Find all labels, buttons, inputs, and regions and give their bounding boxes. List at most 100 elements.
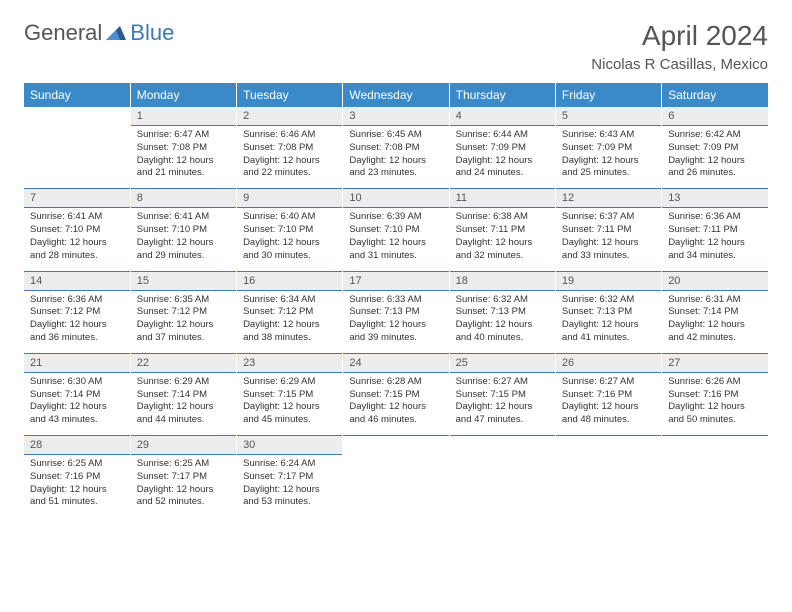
cell-text bbox=[24, 125, 130, 185]
day-number: 22 bbox=[131, 354, 236, 373]
cell-text: Sunrise: 6:38 AMSunset: 7:11 PMDaylight:… bbox=[450, 208, 555, 270]
calendar-cell: 26Sunrise: 6:27 AMSunset: 7:16 PMDayligh… bbox=[555, 353, 661, 435]
day-header: Thursday bbox=[449, 83, 555, 107]
title-block: April 2024 Nicolas R Casillas, Mexico bbox=[591, 20, 768, 73]
day-number: 21 bbox=[24, 354, 130, 373]
day-header-row: Sunday Monday Tuesday Wednesday Thursday… bbox=[24, 83, 768, 107]
calendar-week-row: 7Sunrise: 6:41 AMSunset: 7:10 PMDaylight… bbox=[24, 189, 768, 271]
day-header: Monday bbox=[130, 83, 236, 107]
cell-text: Sunrise: 6:39 AMSunset: 7:10 PMDaylight:… bbox=[343, 208, 448, 270]
month-title: April 2024 bbox=[591, 20, 768, 52]
day-number: 19 bbox=[556, 272, 661, 291]
calendar-cell bbox=[24, 107, 130, 189]
day-number: 6 bbox=[662, 107, 768, 126]
day-number: 25 bbox=[450, 354, 555, 373]
day-number: 11 bbox=[450, 189, 555, 208]
cell-text: Sunrise: 6:29 AMSunset: 7:15 PMDaylight:… bbox=[237, 373, 342, 435]
calendar-cell: 3Sunrise: 6:45 AMSunset: 7:08 PMDaylight… bbox=[343, 107, 449, 189]
calendar-cell: 1Sunrise: 6:47 AMSunset: 7:08 PMDaylight… bbox=[130, 107, 236, 189]
day-number bbox=[556, 436, 661, 454]
day-number: 14 bbox=[24, 272, 130, 291]
cell-text: Sunrise: 6:47 AMSunset: 7:08 PMDaylight:… bbox=[131, 126, 236, 188]
logo-text-general: General bbox=[24, 20, 102, 46]
calendar-cell: 28Sunrise: 6:25 AMSunset: 7:16 PMDayligh… bbox=[24, 436, 130, 518]
calendar-cell: 11Sunrise: 6:38 AMSunset: 7:11 PMDayligh… bbox=[449, 189, 555, 271]
calendar-week-row: 28Sunrise: 6:25 AMSunset: 7:16 PMDayligh… bbox=[24, 436, 768, 518]
day-number: 7 bbox=[24, 189, 130, 208]
calendar-cell: 5Sunrise: 6:43 AMSunset: 7:09 PMDaylight… bbox=[555, 107, 661, 189]
cell-text: Sunrise: 6:42 AMSunset: 7:09 PMDaylight:… bbox=[662, 126, 768, 188]
calendar-cell: 19Sunrise: 6:32 AMSunset: 7:13 PMDayligh… bbox=[555, 271, 661, 353]
cell-text: Sunrise: 6:44 AMSunset: 7:09 PMDaylight:… bbox=[450, 126, 555, 188]
cell-text: Sunrise: 6:29 AMSunset: 7:14 PMDaylight:… bbox=[131, 373, 236, 435]
day-number: 9 bbox=[237, 189, 342, 208]
day-number bbox=[24, 107, 130, 125]
day-number bbox=[343, 436, 448, 454]
calendar-cell: 13Sunrise: 6:36 AMSunset: 7:11 PMDayligh… bbox=[662, 189, 768, 271]
cell-text: Sunrise: 6:27 AMSunset: 7:15 PMDaylight:… bbox=[450, 373, 555, 435]
cell-text: Sunrise: 6:27 AMSunset: 7:16 PMDaylight:… bbox=[556, 373, 661, 435]
cell-text bbox=[343, 454, 448, 514]
day-number: 1 bbox=[131, 107, 236, 126]
page-header: General Blue April 2024 Nicolas R Casill… bbox=[24, 20, 768, 73]
calendar-cell: 9Sunrise: 6:40 AMSunset: 7:10 PMDaylight… bbox=[237, 189, 343, 271]
day-number: 10 bbox=[343, 189, 448, 208]
day-number: 4 bbox=[450, 107, 555, 126]
day-number: 23 bbox=[237, 354, 342, 373]
day-number bbox=[450, 436, 555, 454]
cell-text: Sunrise: 6:33 AMSunset: 7:13 PMDaylight:… bbox=[343, 291, 448, 353]
day-number: 18 bbox=[450, 272, 555, 291]
calendar-cell: 23Sunrise: 6:29 AMSunset: 7:15 PMDayligh… bbox=[237, 353, 343, 435]
calendar-cell bbox=[449, 436, 555, 518]
day-header: Wednesday bbox=[343, 83, 449, 107]
calendar-cell: 15Sunrise: 6:35 AMSunset: 7:12 PMDayligh… bbox=[130, 271, 236, 353]
cell-text bbox=[556, 454, 661, 514]
cell-text: Sunrise: 6:41 AMSunset: 7:10 PMDaylight:… bbox=[24, 208, 130, 270]
cell-text bbox=[662, 454, 768, 514]
calendar-cell: 12Sunrise: 6:37 AMSunset: 7:11 PMDayligh… bbox=[555, 189, 661, 271]
cell-text: Sunrise: 6:35 AMSunset: 7:12 PMDaylight:… bbox=[131, 291, 236, 353]
calendar-cell: 17Sunrise: 6:33 AMSunset: 7:13 PMDayligh… bbox=[343, 271, 449, 353]
day-number: 3 bbox=[343, 107, 448, 126]
cell-text: Sunrise: 6:25 AMSunset: 7:16 PMDaylight:… bbox=[24, 455, 130, 517]
cell-text: Sunrise: 6:26 AMSunset: 7:16 PMDaylight:… bbox=[662, 373, 768, 435]
calendar-cell: 22Sunrise: 6:29 AMSunset: 7:14 PMDayligh… bbox=[130, 353, 236, 435]
calendar-cell: 25Sunrise: 6:27 AMSunset: 7:15 PMDayligh… bbox=[449, 353, 555, 435]
calendar-cell: 14Sunrise: 6:36 AMSunset: 7:12 PMDayligh… bbox=[24, 271, 130, 353]
cell-text: Sunrise: 6:32 AMSunset: 7:13 PMDaylight:… bbox=[556, 291, 661, 353]
calendar-cell bbox=[662, 436, 768, 518]
day-number: 2 bbox=[237, 107, 342, 126]
day-number: 13 bbox=[662, 189, 768, 208]
calendar-week-row: 1Sunrise: 6:47 AMSunset: 7:08 PMDaylight… bbox=[24, 107, 768, 189]
calendar-cell: 27Sunrise: 6:26 AMSunset: 7:16 PMDayligh… bbox=[662, 353, 768, 435]
calendar-cell: 2Sunrise: 6:46 AMSunset: 7:08 PMDaylight… bbox=[237, 107, 343, 189]
cell-text: Sunrise: 6:37 AMSunset: 7:11 PMDaylight:… bbox=[556, 208, 661, 270]
day-number: 26 bbox=[556, 354, 661, 373]
logo-triangle-icon bbox=[106, 22, 126, 45]
day-header: Saturday bbox=[662, 83, 768, 107]
cell-text: Sunrise: 6:43 AMSunset: 7:09 PMDaylight:… bbox=[556, 126, 661, 188]
cell-text: Sunrise: 6:28 AMSunset: 7:15 PMDaylight:… bbox=[343, 373, 448, 435]
calendar-cell: 10Sunrise: 6:39 AMSunset: 7:10 PMDayligh… bbox=[343, 189, 449, 271]
cell-text: Sunrise: 6:41 AMSunset: 7:10 PMDaylight:… bbox=[131, 208, 236, 270]
cell-text: Sunrise: 6:46 AMSunset: 7:08 PMDaylight:… bbox=[237, 126, 342, 188]
cell-text bbox=[450, 454, 555, 514]
day-header: Friday bbox=[555, 83, 661, 107]
calendar-cell: 4Sunrise: 6:44 AMSunset: 7:09 PMDaylight… bbox=[449, 107, 555, 189]
cell-text: Sunrise: 6:45 AMSunset: 7:08 PMDaylight:… bbox=[343, 126, 448, 188]
day-number: 5 bbox=[556, 107, 661, 126]
calendar-cell: 7Sunrise: 6:41 AMSunset: 7:10 PMDaylight… bbox=[24, 189, 130, 271]
calendar-cell: 8Sunrise: 6:41 AMSunset: 7:10 PMDaylight… bbox=[130, 189, 236, 271]
day-number: 8 bbox=[131, 189, 236, 208]
calendar-cell: 18Sunrise: 6:32 AMSunset: 7:13 PMDayligh… bbox=[449, 271, 555, 353]
calendar-cell: 20Sunrise: 6:31 AMSunset: 7:14 PMDayligh… bbox=[662, 271, 768, 353]
day-number: 30 bbox=[237, 436, 342, 455]
day-number: 24 bbox=[343, 354, 448, 373]
cell-text: Sunrise: 6:30 AMSunset: 7:14 PMDaylight:… bbox=[24, 373, 130, 435]
calendar-table: Sunday Monday Tuesday Wednesday Thursday… bbox=[24, 83, 768, 517]
day-header: Tuesday bbox=[237, 83, 343, 107]
cell-text: Sunrise: 6:24 AMSunset: 7:17 PMDaylight:… bbox=[237, 455, 342, 517]
calendar-week-row: 21Sunrise: 6:30 AMSunset: 7:14 PMDayligh… bbox=[24, 353, 768, 435]
calendar-cell bbox=[555, 436, 661, 518]
calendar-cell: 21Sunrise: 6:30 AMSunset: 7:14 PMDayligh… bbox=[24, 353, 130, 435]
